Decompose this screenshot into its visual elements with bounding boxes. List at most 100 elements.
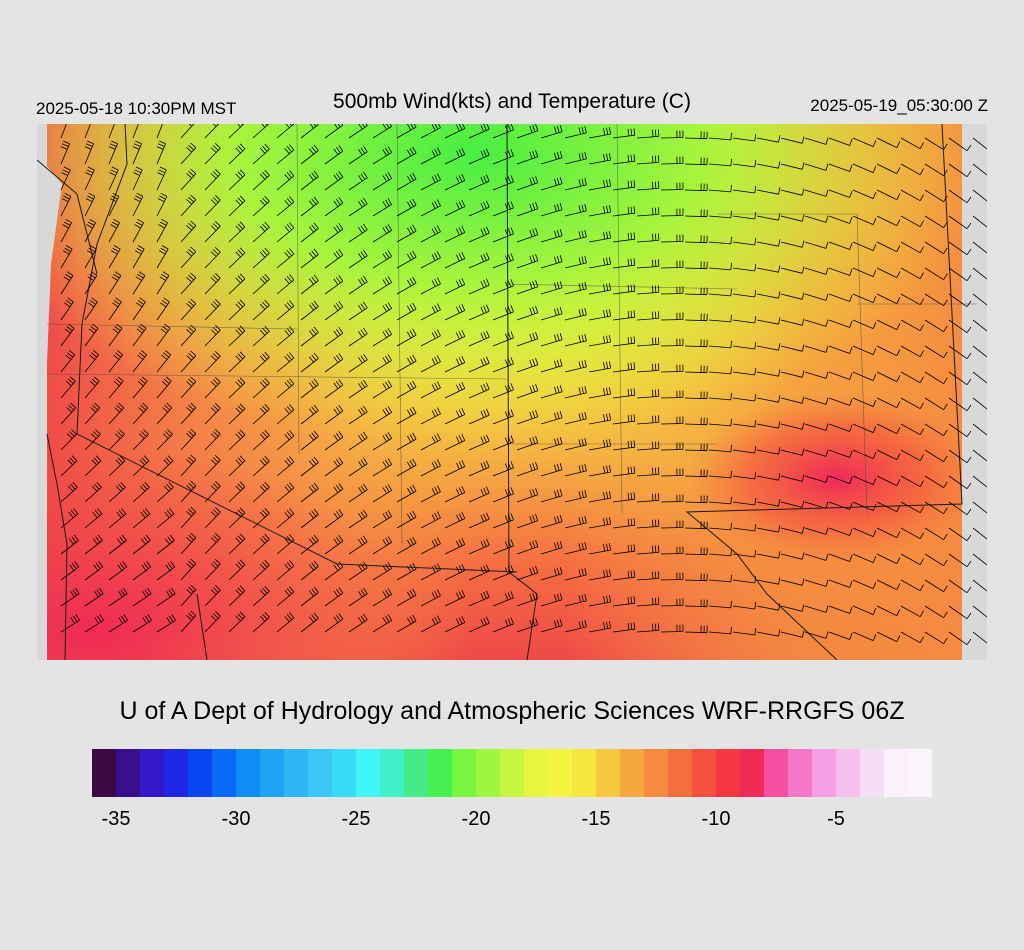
wind-barb xyxy=(252,195,270,217)
wind-barb xyxy=(84,140,94,165)
wind-barb xyxy=(156,323,171,347)
wind-barb xyxy=(828,527,853,536)
wind-barb xyxy=(948,345,972,360)
wind-barb xyxy=(948,449,972,464)
wind-barb xyxy=(732,368,757,376)
wind-barb xyxy=(732,550,757,558)
wind-barb xyxy=(132,192,144,217)
wind-barb xyxy=(588,595,611,607)
wind-barb xyxy=(828,215,853,224)
wind-barb xyxy=(588,179,611,191)
wind-barb xyxy=(276,612,295,633)
wind-barb xyxy=(924,397,948,411)
wind-barb xyxy=(756,265,781,273)
wind-barb xyxy=(924,319,948,333)
wind-barb xyxy=(444,356,466,373)
wind-barb xyxy=(180,220,197,243)
wind-barb xyxy=(60,245,73,269)
wind-barb xyxy=(876,215,901,227)
wind-barb xyxy=(612,570,636,581)
wind-barb xyxy=(660,494,684,503)
wind-barb xyxy=(756,447,781,455)
wind-barb xyxy=(276,560,295,581)
wind-barb xyxy=(180,506,197,529)
colorbar-swatch xyxy=(332,749,357,797)
wind-barb xyxy=(900,527,924,540)
colorbar-swatch xyxy=(284,749,309,797)
wind-barb xyxy=(132,218,144,243)
wind-barb xyxy=(972,163,987,176)
wind-barb xyxy=(204,124,220,139)
wind-barb xyxy=(540,540,563,555)
wind-barb xyxy=(108,561,128,581)
wind-barb xyxy=(588,127,611,139)
wind-barb xyxy=(540,436,563,451)
wind-barb xyxy=(756,135,781,143)
wind-barb xyxy=(564,438,587,451)
wind-barb xyxy=(420,329,441,347)
wind-barb xyxy=(948,267,972,282)
wind-barb xyxy=(564,204,587,217)
wind-barb xyxy=(924,293,948,307)
wind-barb xyxy=(804,579,829,587)
wind-barb xyxy=(756,473,781,481)
wind-barb xyxy=(276,248,295,269)
colorbar-swatch xyxy=(452,749,477,797)
wind-barb xyxy=(660,182,684,191)
wind-barb xyxy=(972,475,987,488)
wind-barb xyxy=(468,616,490,633)
wind-barb xyxy=(492,617,514,633)
wind-barb xyxy=(516,487,539,503)
wind-barb xyxy=(972,215,987,228)
wind-barb xyxy=(564,256,587,269)
wind-barb xyxy=(60,218,72,243)
wind-barb xyxy=(564,620,587,633)
wind-barb xyxy=(828,605,853,614)
wind-barb xyxy=(348,145,368,165)
wind-barb xyxy=(588,335,611,347)
wind-barb xyxy=(972,241,987,254)
wind-barb xyxy=(84,350,100,373)
wind-barb xyxy=(492,175,514,191)
wind-barb xyxy=(612,362,636,373)
wind-barb xyxy=(876,163,901,175)
wind-barb xyxy=(900,605,924,618)
wind-barb xyxy=(708,184,732,193)
wind-barb xyxy=(204,169,221,191)
wind-barb xyxy=(708,392,732,401)
wind-barb xyxy=(396,276,417,295)
wind-barb xyxy=(684,287,708,296)
wind-barb xyxy=(732,290,757,298)
wind-barb xyxy=(180,246,197,269)
wind-barb xyxy=(324,353,344,373)
wind-barb xyxy=(732,342,757,350)
wind-barb xyxy=(84,166,95,191)
wind-barb xyxy=(324,249,344,269)
wind-barb xyxy=(732,472,757,480)
wind-barb xyxy=(60,192,72,217)
wind-barb xyxy=(756,239,781,247)
wind-barb xyxy=(708,314,732,323)
wind-barb xyxy=(972,267,987,280)
wind-barb xyxy=(972,137,987,150)
wind-barb xyxy=(348,561,368,581)
wind-barb xyxy=(660,468,684,477)
wind-barb xyxy=(636,415,660,425)
wind-barb xyxy=(444,538,466,555)
wind-barb xyxy=(516,357,539,373)
wind-barb xyxy=(156,271,170,295)
wind-barb xyxy=(948,189,972,204)
colorbar-swatch xyxy=(116,749,141,797)
wind-barb xyxy=(852,189,877,199)
map-title: 500mb Wind(kts) and Temperature (C) xyxy=(333,90,691,113)
wind-barb xyxy=(612,544,636,555)
wind-barb xyxy=(756,213,781,221)
wind-barb xyxy=(372,432,393,451)
wind-barb xyxy=(132,271,146,295)
wind-barb xyxy=(348,587,368,607)
wind-barb xyxy=(516,461,539,477)
wind-barb xyxy=(348,405,368,425)
wind-barb xyxy=(852,163,877,173)
wind-barb xyxy=(636,363,660,373)
wind-barb xyxy=(108,455,126,477)
